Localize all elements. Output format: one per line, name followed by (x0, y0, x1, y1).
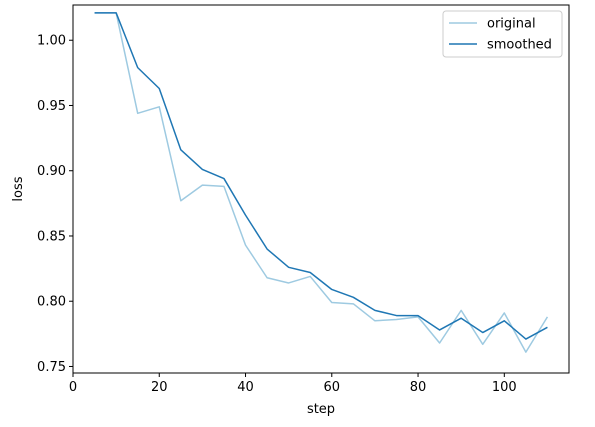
y-tick-label: 0.75 (37, 360, 66, 375)
x-tick-label: 60 (324, 380, 341, 395)
y-tick-label: 0.85 (37, 229, 66, 244)
y-tick-label: 0.95 (37, 99, 66, 114)
y-tick-label: 0.90 (37, 164, 66, 179)
series-line-original (94, 12, 549, 353)
legend-label-original: original (487, 17, 536, 32)
series-layer (94, 12, 549, 353)
x-axis-label: step (307, 402, 335, 417)
legend-label-smoothed: smoothed (487, 38, 552, 53)
y-tick-label: 1.00 (37, 34, 66, 49)
plot-frame (72, 4, 570, 374)
x-tick-label: 40 (237, 380, 254, 395)
x-tick-label: 0 (69, 380, 77, 395)
x-tick-label: 100 (492, 380, 517, 395)
y-tick-label: 0.80 (37, 295, 66, 310)
y-axis-ticks: 0.75 0.80 0.85 0.90 0.95 1.00 (37, 34, 73, 375)
x-tick-label: 20 (151, 380, 168, 395)
legend: original smoothed (442, 10, 563, 58)
x-tick-label: 80 (410, 380, 427, 395)
x-axis-ticks: 0 20 40 60 80 100 (69, 373, 517, 395)
y-axis-label: loss (11, 176, 26, 201)
series-line-smoothed (94, 12, 548, 340)
